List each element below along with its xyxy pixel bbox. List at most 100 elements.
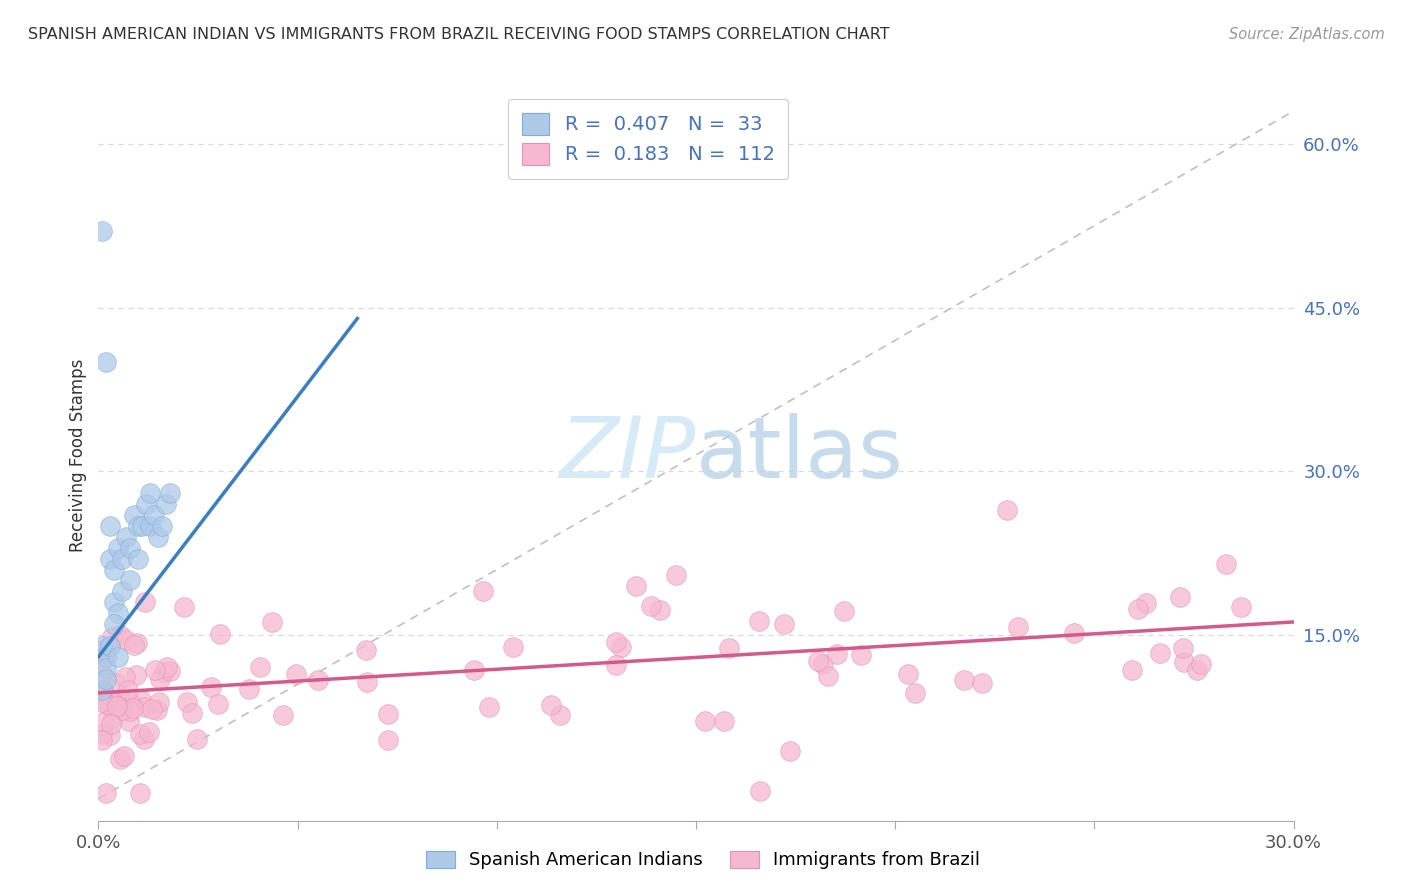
Point [129,727,152,741]
Point [626,579,648,593]
Point [849,648,872,662]
Point [91,695,114,709]
Point [1229,599,1251,614]
Point [125,667,148,681]
Text: ZIP: ZIP [560,413,696,497]
Point [120,697,142,711]
Point [134,700,156,714]
Point [120,574,142,588]
Point [238,681,260,696]
Point [377,733,399,747]
Point [148,530,170,544]
Point [605,657,627,672]
Point [124,508,146,522]
Point [91,727,114,741]
Point [972,676,994,690]
Point [748,615,770,629]
Point [143,508,166,522]
Point [1121,663,1143,677]
Point [813,657,835,671]
Point [143,663,166,677]
Point [145,703,167,717]
Point [718,640,741,655]
Point [904,686,927,700]
Point [96,355,118,369]
Point [98,551,122,566]
Point [100,716,122,731]
Point [91,639,114,653]
Point [1170,590,1192,604]
Point [91,643,114,657]
Point [96,697,118,711]
Point [995,502,1018,516]
Point [98,691,121,706]
Point [135,497,157,511]
Point [1063,625,1085,640]
Point [127,551,149,566]
Point [91,733,114,747]
Point [1215,557,1237,571]
Point [953,673,976,687]
Point [107,541,129,555]
Point [91,714,114,729]
Point [96,672,118,686]
Point [108,752,131,766]
Point [125,636,148,650]
Point [96,786,118,800]
Point [111,584,134,599]
Point [108,692,131,706]
Point [156,660,179,674]
Point [207,697,229,711]
Point [648,603,671,617]
Point [155,497,177,511]
Point [103,595,125,609]
Point [1171,641,1194,656]
Point [825,648,848,662]
Point [150,519,173,533]
Point [107,649,129,664]
Text: Source: ZipAtlas.com: Source: ZipAtlas.com [1229,27,1385,42]
Point [105,699,128,714]
Legend: R =  0.407   N =  33, R =  0.183   N =  112: R = 0.407 N = 33, R = 0.183 N = 112 [508,99,789,178]
Point [271,708,294,723]
Point [377,707,399,722]
Point [356,675,378,690]
Point [127,519,149,533]
Point [118,714,141,728]
Point [1189,657,1212,671]
Legend: Spanish American Indians, Immigrants from Brazil: Spanish American Indians, Immigrants fro… [416,842,990,879]
Point [713,714,735,728]
Point [138,725,160,739]
Point [139,519,162,533]
Point [181,706,204,721]
Point [94,643,117,657]
Point [103,617,125,632]
Point [98,728,121,742]
Point [105,694,128,708]
Point [98,519,122,533]
Point [208,627,231,641]
Point [103,563,125,577]
Point [117,683,139,698]
Point [832,604,855,618]
Point [141,701,163,715]
Point [502,640,524,655]
Point [897,666,920,681]
Point [307,673,329,687]
Point [112,748,135,763]
Point [640,599,662,613]
Point [807,654,830,668]
Point [472,584,495,599]
Point [120,541,142,555]
Point [463,663,485,677]
Point [354,643,377,657]
Point [748,784,770,798]
Point [260,615,283,629]
Point [91,692,114,706]
Point [540,698,562,712]
Point [104,676,127,690]
Point [115,633,138,648]
Point [1149,646,1171,660]
Point [149,672,172,686]
Point [111,551,134,566]
